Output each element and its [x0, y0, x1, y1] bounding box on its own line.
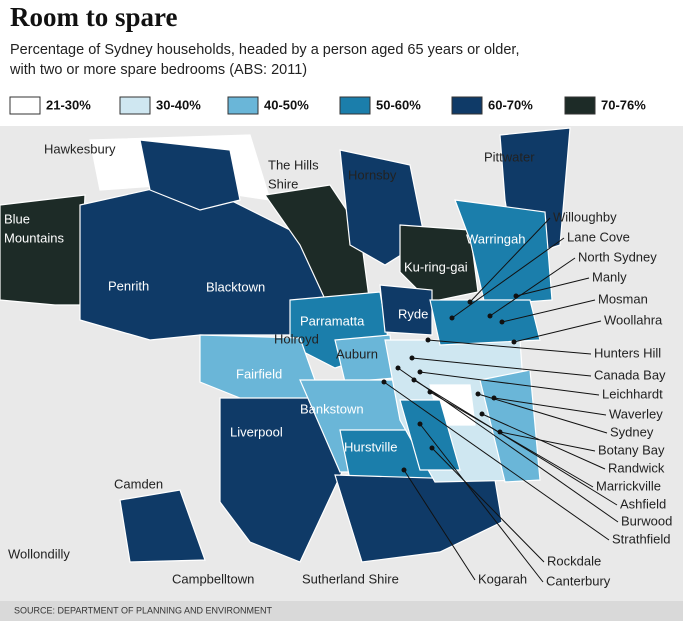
leader-line — [481, 413, 606, 470]
leader-line — [419, 371, 600, 396]
leader-dot — [417, 421, 423, 427]
region-label: Strathfield — [612, 531, 671, 546]
title: Room to spare — [10, 2, 178, 32]
legend-swatch — [564, 96, 596, 115]
leader-line — [419, 423, 544, 583]
region-label: Hurstville — [344, 439, 397, 454]
region-label: Canada Bay — [594, 367, 666, 382]
leader-dot — [381, 379, 387, 385]
region-label: Wollondilly — [8, 546, 70, 561]
leader-dot — [429, 445, 435, 451]
leader-dot — [475, 391, 481, 397]
leader-dot — [401, 467, 407, 473]
leader-dot — [479, 411, 485, 417]
leader-line — [411, 357, 592, 377]
subtitle-line: Percentage of Sydney households, headed … — [10, 42, 519, 58]
leader-line — [427, 339, 592, 355]
legend-swatch — [119, 96, 151, 115]
leader-line — [413, 379, 618, 506]
subtitle-line: with two or more spare bedrooms (ABS: 20… — [9, 62, 307, 78]
region-label: Lane Cove — [567, 229, 630, 244]
legend-label: 60-70% — [488, 97, 533, 112]
source: SOURCE: DEPARTMENT OF PLANNING AND ENVIR… — [14, 605, 273, 615]
region-label: Penrith — [108, 278, 149, 293]
leader-line — [451, 237, 565, 319]
region-label: Campbelltown — [172, 571, 254, 586]
leader-dot — [499, 319, 505, 325]
region-label: Hawkesbury — [44, 141, 116, 156]
leader-line — [469, 217, 551, 303]
leader-dot — [513, 293, 519, 299]
region-label: Ku-ring-gai — [404, 259, 468, 274]
leader-line — [477, 393, 608, 434]
region-label: Parramatta — [300, 313, 365, 328]
region-label: Burwood — [621, 513, 672, 528]
leader-dot — [417, 369, 423, 375]
leader-line — [501, 299, 596, 323]
region-label: The Hills — [268, 157, 319, 172]
leader-dot — [395, 365, 401, 371]
leader-line — [515, 277, 590, 297]
region-label: Botany Bay — [598, 442, 665, 457]
region-label: Pittwater — [484, 149, 535, 164]
leader-line — [489, 257, 576, 317]
legend-swatch — [227, 96, 259, 115]
region-label: Sydney — [610, 424, 654, 439]
region-label: Hunters Hill — [594, 345, 661, 360]
leader-dot — [511, 339, 517, 345]
region-label: Ryde — [398, 306, 428, 321]
footer-band — [0, 601, 683, 621]
leader-line — [493, 397, 607, 416]
region-label: North Sydney — [578, 249, 657, 264]
region-label: Rockdale — [547, 553, 601, 568]
leader-line — [513, 320, 602, 343]
leader-line — [403, 469, 476, 581]
legend-label: 40-50% — [264, 97, 309, 112]
map-regions — [0, 127, 571, 563]
leader-line — [383, 381, 610, 541]
legend-label: 50-60% — [376, 97, 421, 112]
region-label: Manly — [592, 269, 627, 284]
legend-swatch — [451, 96, 483, 115]
region-label: Camden — [114, 476, 163, 491]
region-label: Liverpool — [230, 424, 283, 439]
leader-dot — [449, 315, 455, 321]
legend-swatch — [9, 96, 41, 115]
region-label: Warringah — [466, 231, 525, 246]
legend-swatch — [339, 96, 371, 115]
leader-line — [499, 431, 596, 452]
region-label: Leichhardt — [602, 386, 663, 401]
region-label: Hornsby — [348, 167, 397, 182]
leader-line — [397, 367, 619, 523]
region-label: Blacktown — [206, 279, 265, 294]
region-label: Holroyd — [274, 331, 319, 346]
legend-label: 70-76% — [601, 97, 646, 112]
region-label: Kogarah — [478, 571, 527, 586]
region-label: Bankstown — [300, 401, 364, 416]
region-label: Blue — [4, 211, 30, 226]
region-label: Waverley — [609, 406, 663, 421]
leader-dot — [467, 299, 473, 305]
region-label: Ashfield — [620, 496, 666, 511]
legend-label: 21-30% — [46, 97, 91, 112]
region-label: Randwick — [608, 460, 665, 475]
leader-dot — [425, 337, 431, 343]
region-label: Marrickville — [596, 478, 661, 493]
region-label: Fairfield — [236, 366, 282, 381]
region-label: Auburn — [336, 346, 378, 361]
region-label: Canterbury — [546, 573, 611, 588]
region-label: Mosman — [598, 291, 648, 306]
leader-dot — [487, 313, 493, 319]
region-label: Woollahra — [604, 312, 663, 327]
region-label: Mountains — [4, 230, 64, 245]
region-label: Sutherland Shire — [302, 571, 399, 586]
leader-line — [431, 447, 545, 563]
legend-label: 30-40% — [156, 97, 201, 112]
region-label: Willoughby — [553, 209, 617, 224]
leader-dot — [409, 355, 415, 361]
region-label: Shire — [268, 176, 298, 191]
